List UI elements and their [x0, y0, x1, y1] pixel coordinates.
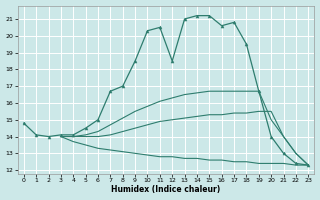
X-axis label: Humidex (Indice chaleur): Humidex (Indice chaleur): [111, 185, 221, 194]
